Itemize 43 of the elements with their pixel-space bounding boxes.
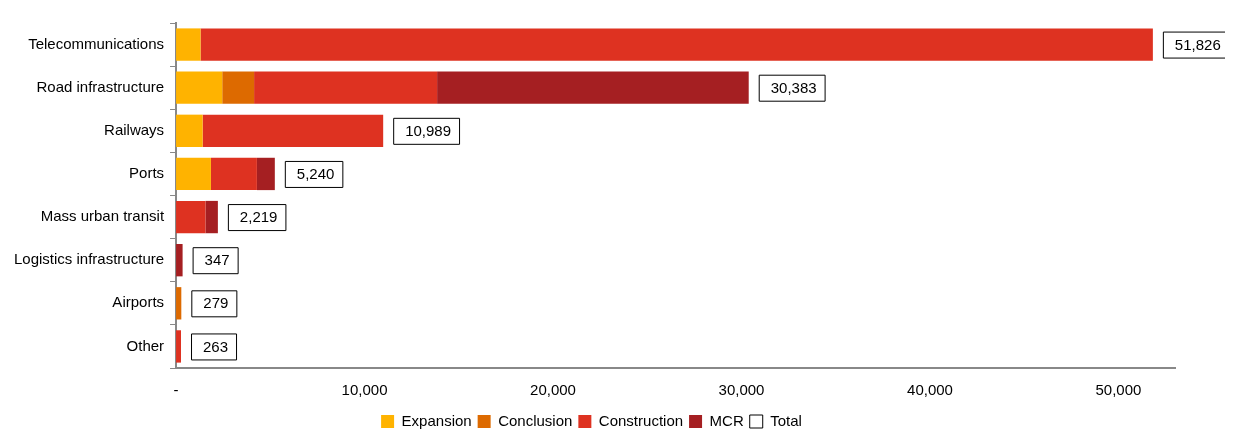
legend-label: Construction [598,411,684,429]
y-tick-label: Telecommunications [28,34,165,52]
total-label: 30,383 [770,78,817,96]
bar [205,200,218,234]
total-label: 279 [203,294,229,312]
y-tick-label: Airports [112,293,165,311]
bar [176,200,206,234]
bar [176,28,201,61]
bar [176,157,211,191]
x-tick-label: 20,000 [530,381,576,399]
total-label: 5,240 [296,165,335,183]
bar [256,157,275,191]
total-label: 263 [203,337,229,355]
y-tick-label: Other [126,336,165,354]
bar [176,330,182,363]
bar [254,71,438,104]
y-tick-label: Mass urban transit [40,207,165,225]
legend-label: Total [770,411,802,429]
bar [176,71,223,104]
x-tick-label: 30,000 [718,381,765,399]
bar [200,28,1153,61]
y-tick-label: Railways [104,120,165,138]
total-label: 347 [204,251,230,269]
x-tick-label: 50,000 [1095,381,1142,399]
total-label: 10,989 [405,121,452,139]
total-label: 51,826 [1174,35,1221,53]
y-tick-label: Logistics infrastructure [14,250,165,268]
bar [176,114,203,147]
y-tick-label: Road infrastructure [36,77,165,95]
bar [176,287,182,320]
y-tick-label: Ports [129,164,165,182]
legend-label: Expansion [401,411,472,429]
legend-label: MCR [709,411,744,429]
total-label: 2,219 [239,208,278,226]
bar [210,157,257,191]
x-tick-label: 10,000 [341,381,388,399]
bar [202,114,384,147]
bar [222,71,255,104]
x-tick-label: - [173,381,179,399]
bar [437,71,749,104]
x-tick-label: 40,000 [907,381,953,399]
bar [176,244,183,277]
legend-label: Conclusion [498,411,573,429]
